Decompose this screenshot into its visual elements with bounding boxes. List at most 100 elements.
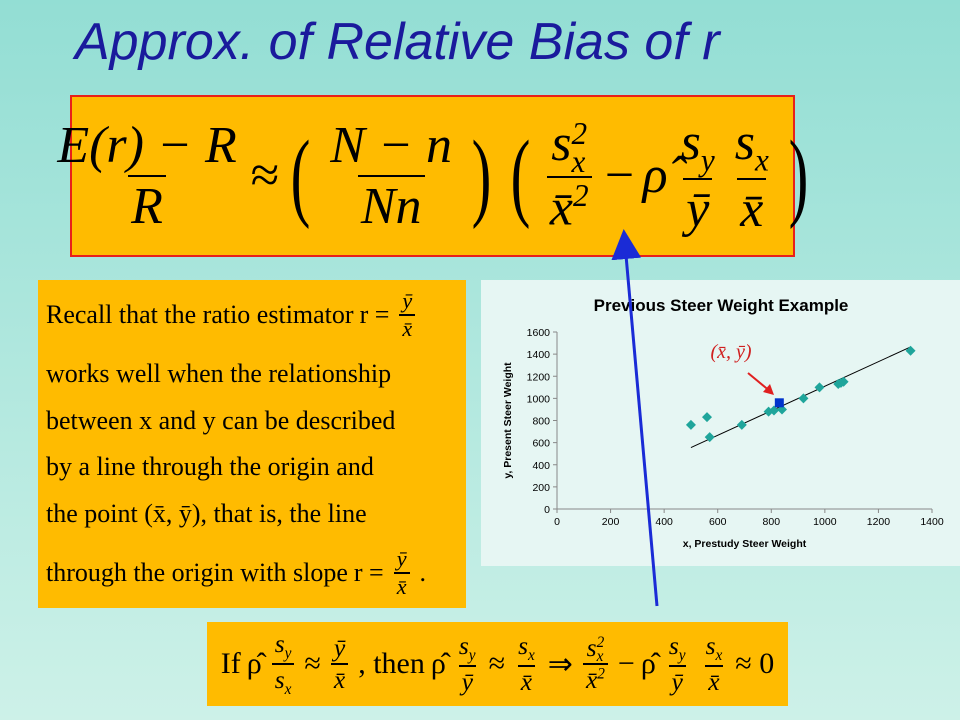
y-tick-label: 1400 — [527, 349, 551, 361]
math-text: . — [419, 557, 427, 587]
chart-title: Previous Steer Weight Example — [594, 296, 849, 315]
fraction: s 2 x x̄2 — [582, 633, 608, 696]
numerator: E(r) − R — [54, 116, 240, 175]
subscript: y — [700, 142, 715, 178]
fraction: sy ȳ — [678, 113, 718, 239]
math-term: R — [131, 177, 163, 235]
math-term: N − n — [330, 116, 453, 174]
denominator: ȳ — [458, 665, 476, 697]
y-tick-label: 0 — [544, 504, 550, 516]
data-point — [704, 432, 715, 443]
data-point — [685, 419, 696, 430]
math-term: ȳ — [671, 667, 683, 697]
math-base: s — [458, 630, 469, 660]
text-line: Recall that the ratio estimator r = ȳ x̄ — [46, 288, 419, 342]
denominator: x̄ — [330, 663, 349, 695]
math-term: ȳ — [686, 181, 710, 239]
numerator: sy — [456, 631, 479, 665]
fraction: ȳ x̄ — [393, 546, 410, 600]
math-text: ≈ — [249, 147, 279, 205]
math-base: s — [734, 113, 755, 171]
subscript: x — [571, 144, 586, 180]
math-text: r = — [353, 557, 384, 587]
denominator: x̄2 — [582, 663, 608, 695]
math-text: , then — [358, 647, 425, 680]
recall-text: Recall that the ratio estimator r = ȳ x̄ wor… — [38, 280, 466, 608]
math-text: ≈ — [304, 647, 321, 680]
x-tick-label: 800 — [763, 516, 781, 528]
math-text: ρ̂ — [430, 647, 446, 680]
numerator: sx — [732, 113, 772, 178]
math-text: ⇒ — [547, 647, 573, 681]
denominator: ȳ — [683, 178, 713, 239]
chart: Previous Steer Weight Example 0 200 400 600 8… — [481, 280, 960, 566]
x-tick-label: 200 — [602, 516, 620, 528]
denominator: x̄ — [399, 314, 416, 342]
y-tick-label: 1600 — [527, 327, 551, 339]
denominator: x̄ — [517, 665, 536, 697]
math-text: the point (x̄, ȳ), that is, the line — [46, 498, 367, 528]
denominator: x̄2 — [546, 176, 592, 237]
subscript: x — [715, 647, 723, 665]
math-base: x̄ — [549, 179, 573, 237]
superscript: 2 — [597, 665, 605, 683]
math-term: ȳ — [402, 288, 413, 314]
math-text: ) — [788, 121, 809, 231]
text-line: through the origin with slope r = ȳ x̄. — [46, 546, 426, 600]
x-tick-label: 0 — [554, 516, 560, 528]
math-text: ) — [471, 121, 492, 231]
denominator: x̄ — [705, 665, 723, 697]
numerator: sx — [703, 631, 726, 665]
data-point — [905, 345, 916, 356]
math-term: x̄ — [402, 316, 413, 342]
superscript: 2 — [596, 633, 605, 651]
denominator: sx — [271, 663, 295, 699]
math-term: ȳ — [333, 633, 346, 662]
annotation: (x̄, ȳ) — [710, 341, 751, 363]
subscript: y — [678, 647, 686, 665]
math-text: r = — [359, 300, 390, 330]
numerator: sx — [515, 631, 538, 665]
numerator: ȳ — [394, 546, 410, 572]
subscript: x — [284, 681, 292, 699]
math-base: s — [668, 630, 679, 660]
text-line: the point (x̄, ȳ), that is, the line — [46, 499, 367, 529]
fraction: sy ȳ — [456, 631, 479, 697]
slide-title: Approx. of Relative Bias of r — [75, 13, 720, 71]
math-text: ( — [510, 121, 531, 231]
x-tick-label: 1400 — [920, 516, 944, 528]
y-tick-label: 1200 — [527, 371, 551, 383]
y-tick-label: 800 — [532, 416, 550, 428]
x-tick-label: 1000 — [813, 516, 837, 528]
superscript: 2 — [571, 116, 588, 152]
annotation-arrowhead — [763, 384, 774, 395]
fraction: N − n Nn — [327, 116, 455, 236]
math-text: ≈ 0 — [735, 647, 775, 680]
math-text: through the origin with slope — [46, 557, 348, 587]
text-line: between x and y can be described — [46, 406, 395, 436]
math-base: s — [680, 113, 701, 171]
numerator: ȳ — [331, 633, 348, 663]
data-point — [798, 393, 809, 404]
superscript: 2 — [572, 178, 589, 214]
data-point — [736, 419, 747, 430]
math-text: between x and y can be described — [46, 405, 396, 435]
y-tick-label: 200 — [532, 482, 550, 494]
numerator: ȳ — [399, 288, 415, 314]
math-base: x̄ — [585, 665, 598, 695]
subscript: x — [596, 647, 604, 665]
fraction: sy ȳ — [666, 631, 689, 697]
numerator: sy — [678, 113, 718, 178]
x-tick-label: 600 — [709, 516, 727, 528]
bias-formula: E(r) − R R ≈(N − n Nn)(s 2 x x̄2− ρ̂ sy ȳ sx x̄) — [57, 95, 808, 257]
math-term: E(r) − R — [57, 116, 237, 174]
formula: E(r) − R R ≈(N − n Nn)(s 2 x x̄2− ρ̂ sy ȳ sx x̄) — [50, 113, 814, 239]
subscript: y — [468, 647, 476, 665]
denominator: ȳ — [668, 665, 686, 697]
math-term: x̄ — [740, 181, 764, 239]
subscript: x — [754, 142, 769, 178]
formula: If ρ̂ sy sx ≈ ȳ x̄, then ρ̂ sy ȳ ≈ sx x̄ ⇒ s 2 x x̄2− ρ̂ sy… — [221, 629, 775, 699]
